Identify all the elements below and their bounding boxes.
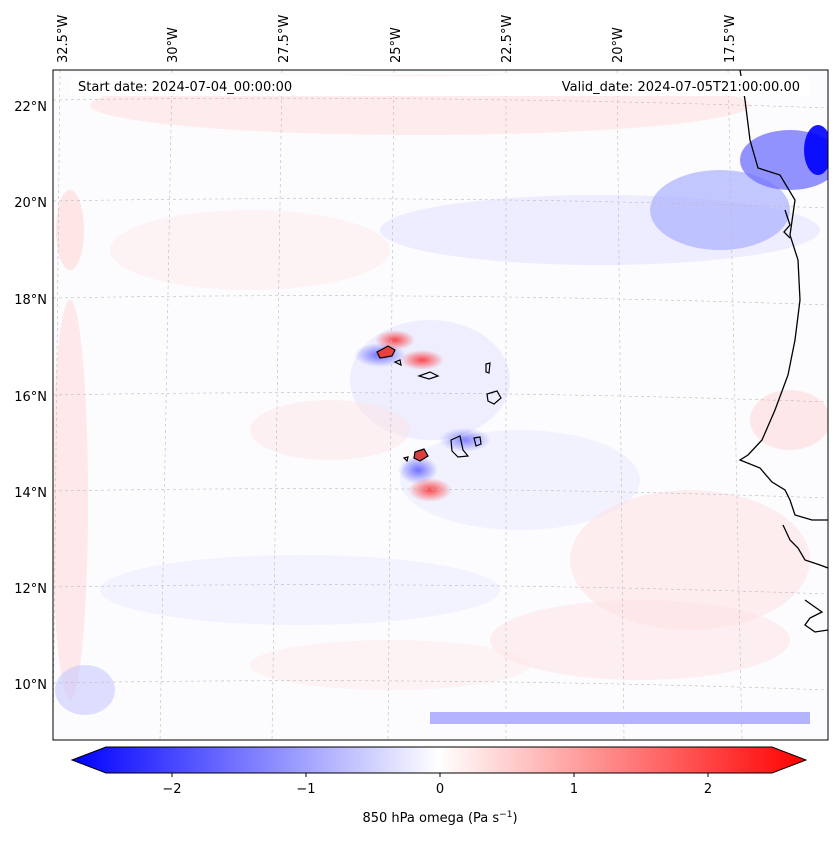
- island-santo-antao: [376, 345, 396, 359]
- lat-label: 16°N: [14, 390, 47, 405]
- cb-tick-label: 0: [436, 782, 444, 797]
- lat-label: 10°N: [14, 678, 47, 693]
- colorbar-bar: [70, 746, 808, 774]
- island-fogo: [413, 448, 429, 462]
- lat-label: 18°N: [14, 293, 47, 308]
- island-brava: [402, 456, 409, 463]
- island-sao-nicolau: [417, 371, 440, 380]
- cb-tick-label: −2: [162, 782, 181, 797]
- island-sao-vicente: [393, 359, 402, 367]
- island-sal: [485, 362, 491, 374]
- omega-field: [53, 70, 828, 740]
- date-banner: [71, 76, 809, 96]
- lat-label: 14°N: [14, 486, 47, 501]
- lat-label: 22°N: [14, 100, 47, 115]
- lat-label: 20°N: [14, 196, 47, 211]
- lon-label: 32.5°W: [56, 15, 71, 63]
- cape-verde-islands: [376, 345, 502, 463]
- island-santiago: [450, 435, 470, 458]
- graticule: [53, 70, 828, 740]
- lon-label: 22.5°W: [500, 15, 515, 63]
- latitude-labels: 22°N 20°N 18°N 16°N 14°N 12°N 10°N: [14, 100, 47, 693]
- island-boa-vista: [486, 390, 502, 405]
- start-date: Start date: 2024-07-04_00:00:00: [78, 80, 292, 95]
- lon-label: 17.5°W: [723, 15, 738, 63]
- cb-tick-label: 2: [704, 782, 712, 797]
- colorbar-ticks: [171, 773, 709, 777]
- map-frame: [52, 69, 829, 741]
- colorbar-label: 850 hPa omega (Pa s−1): [362, 810, 517, 826]
- valid-date: Valid_date: 2024-07-05T21:00:00.00: [562, 80, 800, 95]
- lon-label: 20°W: [611, 27, 626, 63]
- lon-label: 30°W: [166, 27, 181, 63]
- lon-label: 27.5°W: [277, 15, 292, 63]
- lon-label: 25°W: [389, 27, 404, 63]
- cb-tick-label: 1: [570, 782, 578, 797]
- colorbar: −2 −1 0 1 2 850 hPa omega (Pa s−1): [70, 746, 808, 826]
- coastline: [738, 70, 828, 633]
- lat-label: 12°N: [14, 582, 47, 597]
- cb-tick-label: −1: [296, 782, 315, 797]
- island-maio: [473, 436, 482, 447]
- longitude-labels: 32.5°W 30°W 27.5°W 25°W 22.5°W 20°W 17.5…: [56, 15, 738, 63]
